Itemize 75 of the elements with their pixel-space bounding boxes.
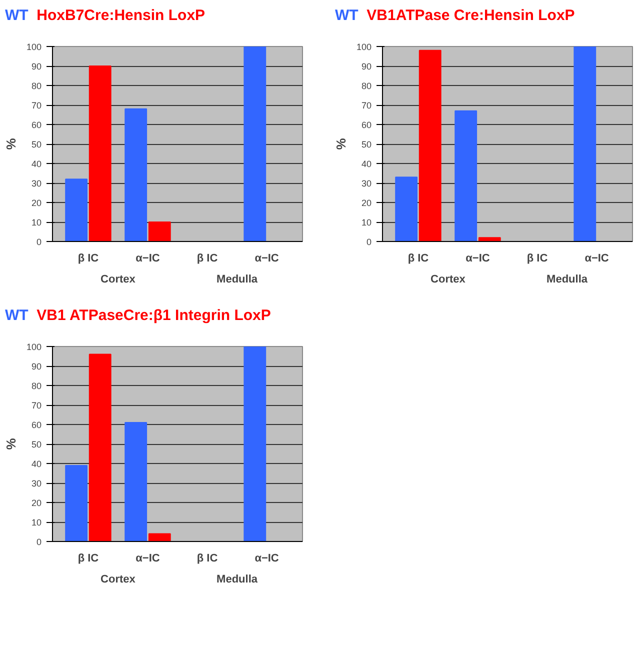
bar: [148, 222, 171, 242]
text: WT: [5, 7, 28, 24]
y-tick-label: 80: [31, 81, 42, 91]
y-tick-label: 10: [31, 518, 42, 528]
y-tick-label: 0: [366, 237, 372, 247]
bar: [574, 46, 596, 242]
y-tick-label: 100: [356, 42, 372, 52]
bar: [478, 237, 501, 242]
bar: [395, 176, 418, 242]
y-tick-label: 100: [26, 342, 42, 352]
bar: [454, 110, 478, 242]
x-tick-label: α−IC: [254, 552, 279, 564]
y-tick-label: 30: [361, 178, 372, 188]
bar: [88, 66, 112, 242]
text: WT: [335, 7, 358, 24]
y-tick-label: 40: [31, 159, 42, 169]
y-tick-label: 70: [31, 100, 42, 110]
bar: [65, 464, 88, 542]
y-tick-label: 70: [361, 100, 372, 110]
y-tick-label: 60: [31, 120, 42, 130]
x-tick-label: α−IC: [254, 252, 279, 264]
x-tick-label: β IC: [196, 552, 218, 564]
text: VB1 ATPaseCre:β1 Integrin LoxP: [36, 307, 271, 324]
y-tick-label: 0: [36, 237, 42, 247]
y-tick-label: 20: [361, 198, 372, 208]
y-axis-title: %: [3, 438, 18, 450]
y-tick-label: 10: [31, 218, 42, 228]
y-tick-label: 90: [361, 62, 372, 72]
y-axis-title: %: [3, 138, 18, 150]
bar: [418, 50, 442, 242]
y-tick-label: 50: [31, 440, 42, 450]
bar: [148, 533, 171, 542]
x-tick-label: α−IC: [136, 552, 160, 564]
bar: [244, 346, 266, 542]
x-tick-label: β IC: [526, 252, 548, 264]
x-tick-label: α−IC: [584, 252, 609, 264]
y-tick-label: 10: [361, 218, 372, 228]
y-tick-label: 50: [31, 140, 42, 150]
text: WT: [5, 307, 28, 324]
y-tick-label: 30: [31, 478, 42, 488]
bar: [124, 422, 148, 542]
x-tick-label: β IC: [78, 252, 99, 264]
bar: [88, 354, 112, 542]
bar: [124, 108, 148, 242]
text: Cortex: [100, 574, 136, 586]
y-tick-label: 80: [31, 381, 42, 391]
y-tick-label: 60: [361, 120, 372, 130]
x-tick-label: β IC: [408, 252, 429, 264]
y-axis-title: %: [333, 138, 348, 150]
text: HoxB7Cre:Hensin LoxP: [36, 7, 206, 24]
text: Cortex: [430, 274, 466, 286]
y-tick-label: 40: [361, 159, 372, 169]
y-tick-label: 70: [31, 400, 42, 410]
y-tick-label: 90: [31, 362, 42, 372]
y-tick-label: 90: [31, 62, 42, 72]
y-tick-label: 50: [361, 140, 372, 150]
y-tick-label: 30: [31, 178, 42, 188]
bar: [65, 178, 88, 242]
y-tick-label: 0: [36, 537, 42, 547]
text: VB1ATPase Cre:Hensin LoxP: [366, 7, 575, 24]
x-tick-label: β IC: [196, 252, 218, 264]
text: Medulla: [546, 274, 588, 286]
x-tick-label: α−IC: [466, 252, 490, 264]
y-tick-label: 60: [31, 420, 42, 430]
text: Cortex: [100, 274, 136, 286]
y-tick-label: 20: [31, 198, 42, 208]
text: Medulla: [216, 574, 258, 586]
y-tick-label: 100: [26, 42, 42, 52]
x-tick-label: β IC: [78, 552, 99, 564]
y-tick-label: 40: [31, 459, 42, 469]
text: Medulla: [216, 274, 258, 286]
bar: [244, 46, 266, 242]
y-tick-label: 80: [361, 81, 372, 91]
x-tick-label: α−IC: [136, 252, 160, 264]
y-tick-label: 20: [31, 498, 42, 508]
